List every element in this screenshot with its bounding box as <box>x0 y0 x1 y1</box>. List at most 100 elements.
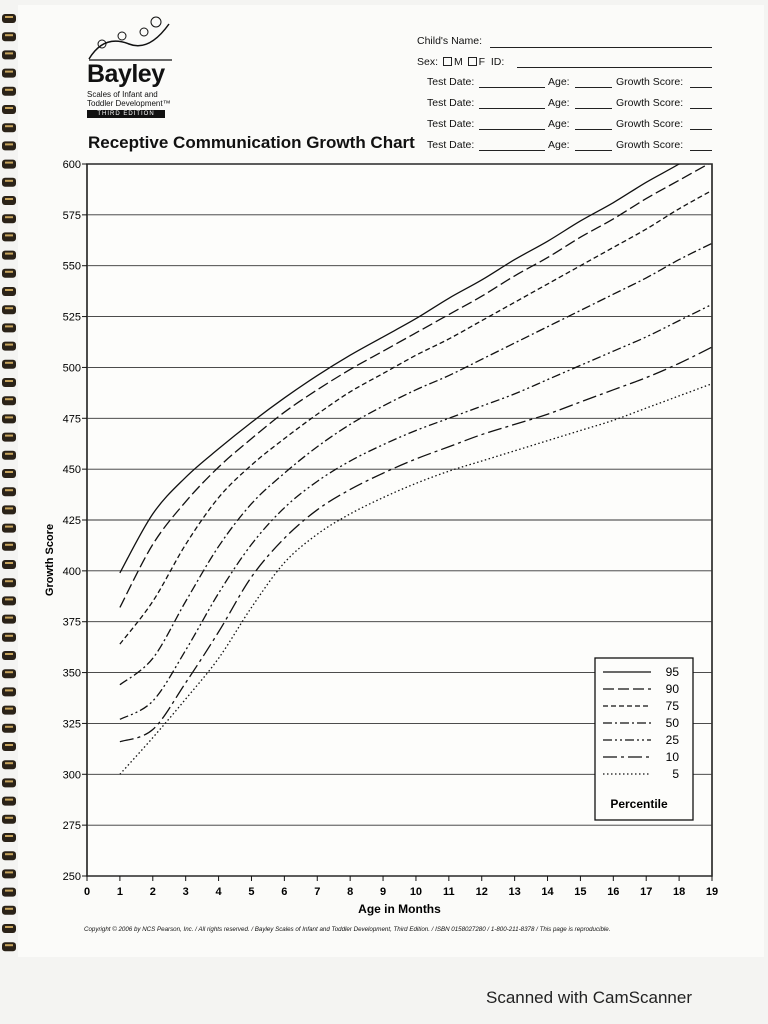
spiral-ring-highlight <box>5 16 13 18</box>
age-field[interactable] <box>575 108 612 109</box>
spiral-ring-highlight <box>5 161 13 164</box>
percentile-25-line <box>119 303 712 720</box>
spiral-ring-highlight <box>5 580 13 583</box>
spiral-ring-highlight <box>5 270 13 273</box>
female-checkbox[interactable] <box>467 57 477 66</box>
spiral-ring-highlight <box>5 907 13 910</box>
spiral-ring-highlight <box>5 543 13 546</box>
percentile-95-line <box>119 164 681 574</box>
spiral-ring-highlight <box>5 653 13 655</box>
test-date-field[interactable] <box>479 108 545 109</box>
sex-label: Sex: <box>417 56 439 68</box>
spiral-ring-highlight <box>5 380 13 382</box>
test-date-field[interactable] <box>479 150 545 151</box>
test-date-field[interactable] <box>479 87 545 88</box>
x-tick-label: 6 <box>281 886 287 898</box>
test-date-label: Test Date: <box>427 118 475 130</box>
spiral-ring-highlight <box>5 216 13 219</box>
y-tick-label: 325 <box>63 718 81 730</box>
id-field[interactable] <box>517 67 712 68</box>
legend-title: Percentile <box>610 797 668 811</box>
x-tick-label: 14 <box>541 886 554 898</box>
spiral-ring-highlight <box>5 562 13 564</box>
growth-score-field[interactable] <box>690 108 712 109</box>
y-tick-label: 375 <box>63 617 81 629</box>
legend-label: 90 <box>666 682 680 696</box>
spiral-ring-highlight <box>5 725 13 728</box>
spiral-ring-highlight <box>5 489 13 492</box>
spiral-ring-highlight <box>5 616 13 619</box>
child-name-field[interactable] <box>490 47 712 48</box>
bayley-logo-figures <box>88 16 172 61</box>
legend-label: 10 <box>666 750 680 764</box>
percentile-50-line <box>119 242 712 686</box>
spiral-ring-highlight <box>5 325 13 328</box>
percentile-90-line <box>119 164 710 608</box>
legend-label: 95 <box>666 665 680 679</box>
x-tick-label: 0 <box>84 886 90 898</box>
y-axis-label: Growth Score <box>44 524 56 596</box>
legend-box <box>594 657 694 821</box>
test-date-field[interactable] <box>479 129 545 130</box>
x-tick-label: 17 <box>640 886 652 898</box>
growth-score-label: Growth Score: <box>616 76 684 88</box>
percentile-75-line <box>119 189 712 645</box>
legend-label: 50 <box>666 716 680 730</box>
spiral-ring-highlight <box>5 307 13 310</box>
spiral-ring-highlight <box>5 125 13 128</box>
spiral-ring-highlight <box>5 361 13 364</box>
percentile-5-line <box>119 383 712 775</box>
chart-title: Receptive Communication Growth Chart <box>88 133 415 152</box>
age-label: Age: <box>548 118 570 130</box>
child-name-label: Child's Name: <box>417 35 483 47</box>
age-field[interactable] <box>575 129 612 130</box>
x-tick-label: 5 <box>248 886 254 898</box>
x-tick-label: 11 <box>443 886 455 898</box>
female-label: F <box>478 56 486 68</box>
spiral-ring-highlight <box>5 179 13 182</box>
test-date-label: Test Date: <box>427 76 475 88</box>
sex-field: Sex: M F ID: <box>417 56 504 68</box>
spiral-binding <box>2 14 16 952</box>
spiral-ring-highlight <box>5 34 13 37</box>
spiral-ring-highlight <box>5 853 13 856</box>
y-tick-label: 575 <box>63 210 81 222</box>
spiral-ring-highlight <box>5 507 13 510</box>
age-label: Age: <box>548 97 570 109</box>
growth-score-field[interactable] <box>690 150 712 151</box>
age-field[interactable] <box>575 150 612 151</box>
x-tick-label: 4 <box>216 886 223 898</box>
brand-subtitle: Scales of Infant and Toddler Development… <box>87 90 171 108</box>
x-tick-label: 8 <box>347 886 353 898</box>
y-tick-label: 275 <box>63 820 81 832</box>
spiral-ring-highlight <box>5 88 13 91</box>
spiral-ring-highlight <box>5 143 13 146</box>
spiral-ring-highlight <box>5 70 13 73</box>
legend-label: 75 <box>666 699 680 713</box>
spiral-ring-highlight <box>5 289 13 291</box>
spiral-ring-highlight <box>5 816 13 819</box>
y-tick-label: 425 <box>63 515 81 527</box>
spiral-ring-highlight <box>5 634 13 637</box>
spiral-ring-highlight <box>5 926 13 928</box>
test-date-label: Test Date: <box>427 139 475 151</box>
growth-score-field[interactable] <box>690 129 712 130</box>
spiral-ring-highlight <box>5 707 13 710</box>
male-checkbox[interactable] <box>442 57 452 66</box>
copyright-footer: Copyright © 2006 by NCS Pearson, Inc. / … <box>84 926 611 933</box>
growth-score-field[interactable] <box>690 87 712 88</box>
x-tick-label: 9 <box>380 886 386 898</box>
spiral-ring-highlight <box>5 198 13 200</box>
y-tick-label: 400 <box>63 566 81 578</box>
y-tick-label: 450 <box>63 464 81 476</box>
spiral-ring-highlight <box>5 835 13 837</box>
spiral-ring-highlight <box>5 762 13 765</box>
age-field[interactable] <box>575 87 612 88</box>
spiral-ring-highlight <box>5 744 13 746</box>
spiral-ring-highlight <box>5 416 13 419</box>
spiral-ring-highlight <box>5 780 13 783</box>
spiral-ring-highlight <box>5 471 13 473</box>
x-tick-label: 16 <box>607 886 619 898</box>
spiral-ring-highlight <box>5 689 13 692</box>
